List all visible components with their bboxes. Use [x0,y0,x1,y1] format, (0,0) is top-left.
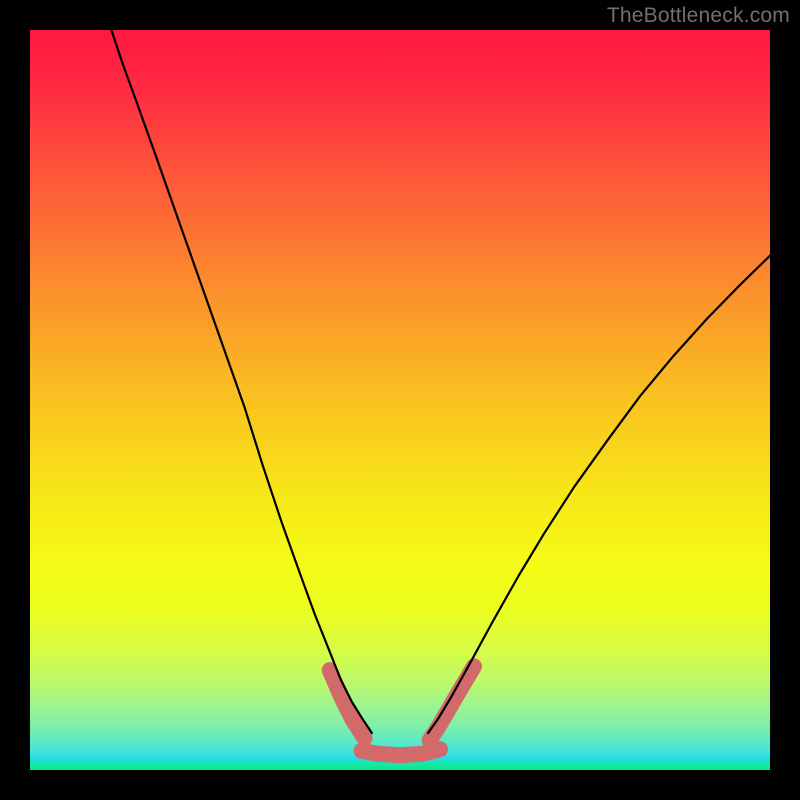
highlight-segment [362,749,440,755]
plot-background [30,30,770,770]
chart-container: TheBottleneck.com [0,0,800,800]
chart-svg [0,0,800,800]
watermark-text: TheBottleneck.com [607,4,790,28]
